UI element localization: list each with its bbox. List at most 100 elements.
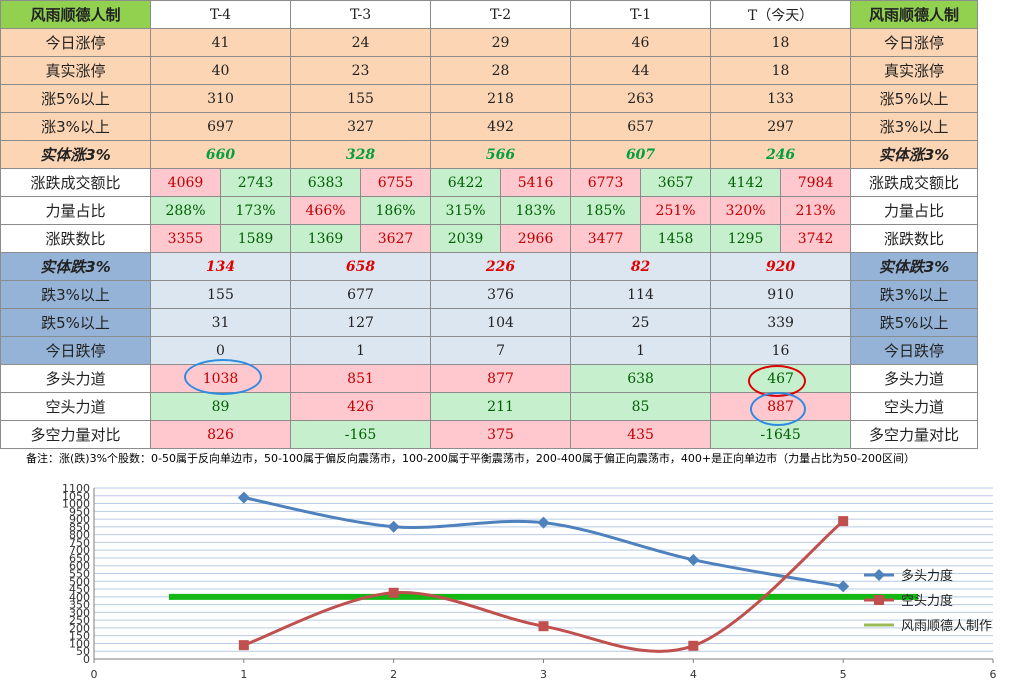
- column-header: T-4: [149, 0, 292, 29]
- table-cell: 851: [290, 364, 432, 393]
- table-cell: 24: [290, 28, 432, 57]
- row-label: 涨跌成交额比: [0, 168, 151, 197]
- table-cell: 6773: [570, 168, 642, 197]
- table-cell: 2966: [500, 224, 572, 253]
- table-cell: 826: [149, 420, 292, 449]
- table-cell: 1: [570, 336, 712, 365]
- y-tick-label: 550: [69, 568, 90, 581]
- x-tick-label: 2: [390, 668, 397, 681]
- series-line-bear: [243, 519, 845, 653]
- x-tick-label: 6: [990, 668, 997, 681]
- x-tick-label: 3: [540, 668, 547, 681]
- table-cell: 85: [570, 392, 712, 421]
- table-cell: 660: [149, 140, 292, 169]
- row-label-right: 跌3%以上: [850, 280, 979, 309]
- table-cell: 82: [570, 252, 712, 281]
- table-cell: 3355: [150, 224, 221, 253]
- y-tick-label: 650: [69, 552, 90, 565]
- table-cell: 173%: [219, 196, 292, 225]
- table-cell: 6422: [430, 168, 502, 197]
- table-cell: 320%: [710, 196, 782, 225]
- y-tick-label: 1000: [62, 498, 90, 511]
- y-tick-label: 500: [69, 575, 90, 588]
- table-cell: 6755: [360, 168, 432, 197]
- table-row: 多空力量对比 826 -165 375 435 -1645 多空力量对比: [0, 420, 979, 449]
- table-cell: 133: [710, 84, 852, 113]
- y-tick-label: 850: [69, 521, 90, 534]
- table-cell: 3657: [640, 168, 712, 197]
- row-label: 跌5%以上: [0, 308, 151, 337]
- row-label: 涨跌数比: [0, 224, 151, 253]
- table-row: 实体跌3% 134 658 226 82 920 实体跌3%: [0, 252, 979, 281]
- legend-label: 风雨顺德人制作: [901, 619, 992, 634]
- table-cell: 40: [149, 56, 292, 85]
- table-row: 涨5%以上 310 155 218 263 133 涨5%以上: [0, 84, 979, 113]
- legend-marker: [873, 569, 885, 581]
- row-label-right: 真实涨停: [850, 56, 979, 85]
- table-cell: 1038: [149, 364, 292, 393]
- y-tick-label: 800: [69, 529, 90, 542]
- table-cell: 46: [570, 28, 712, 57]
- header-corner-cell: 风雨顺德人制: [0, 0, 151, 29]
- table-cell: 327: [290, 112, 432, 141]
- table-cell: 658: [290, 252, 432, 281]
- table-cell: 89: [149, 392, 292, 421]
- x-tick-label: 1: [240, 668, 247, 681]
- table-row: 实体涨3% 660 328 566 607 246 实体涨3%: [0, 140, 979, 169]
- y-tick-label: 300: [69, 606, 90, 619]
- row-label-right: 今日涨停: [850, 28, 979, 57]
- row-label: 实体跌3%: [0, 252, 151, 281]
- table-cell: 426: [290, 392, 432, 421]
- y-tick-label: 350: [69, 599, 90, 612]
- table-cell: 5416: [500, 168, 572, 197]
- legend-marker: [874, 595, 884, 605]
- table-cell: 218: [430, 84, 572, 113]
- row-label-right: 涨5%以上: [850, 84, 979, 113]
- table-cell: 16: [710, 336, 852, 365]
- market-strength-table: 风雨顺德人制 T-4 T-3 T-2 T-1 T（今天） 风雨顺德人制 今日涨停 41 24 29 4…: [0, 0, 979, 449]
- legend-label: 空头力度: [901, 593, 953, 609]
- table-cell: 25: [570, 308, 712, 337]
- table-cell: 213%: [780, 196, 852, 225]
- table-cell: 18: [710, 28, 852, 57]
- column-header: T-1: [570, 0, 712, 29]
- row-label-right: 实体涨3%: [850, 140, 979, 169]
- table-cell: -1645: [710, 420, 852, 449]
- table-cell: 466%: [290, 196, 362, 225]
- table-cell: 4142: [710, 168, 782, 197]
- table-cell: 310: [149, 84, 292, 113]
- row-label: 涨3%以上: [0, 112, 151, 141]
- column-header: T-3: [290, 0, 432, 29]
- table-cell: 0: [149, 336, 292, 365]
- y-tick-label: 950: [69, 505, 90, 518]
- table-row: 今日跌停 0 1 7 1 16 今日跌停: [0, 336, 979, 365]
- table-cell: 607: [570, 140, 712, 169]
- table-cell: 3477: [570, 224, 642, 253]
- table-cell: 566: [430, 140, 572, 169]
- table-cell: 18: [710, 56, 852, 85]
- table-cell: 1: [290, 336, 432, 365]
- table-row: 涨跌数比 3355 1589 1369 3627 2039 2966 3477 1458 1295…: [0, 224, 979, 253]
- table-cell: 246: [710, 140, 852, 169]
- table-cell: 1295: [710, 224, 782, 253]
- column-header: T（今天）: [710, 0, 852, 29]
- y-tick-label: 750: [69, 536, 90, 549]
- row-label-right: 今日跌停: [850, 336, 979, 365]
- y-tick-label: 900: [69, 513, 90, 526]
- table-cell: 1589: [219, 224, 292, 253]
- table-cell: 1458: [640, 224, 712, 253]
- data-point-bear: [838, 516, 849, 527]
- table-cell: 339: [710, 308, 852, 337]
- table-cell: 29: [430, 28, 572, 57]
- data-point-bull: [687, 553, 700, 566]
- table-cell: 186%: [360, 196, 432, 225]
- table-cell: 375: [430, 420, 572, 449]
- table-cell: 251%: [640, 196, 712, 225]
- row-label: 涨5%以上: [0, 84, 151, 113]
- row-label: 跌3%以上: [0, 280, 151, 309]
- table-cell: 211: [430, 392, 572, 421]
- table-row: 跌3%以上 155 677 376 114 910 跌3%以上: [0, 280, 979, 309]
- row-label-right: 跌5%以上: [850, 308, 979, 337]
- header-row: 风雨顺德人制 T-4 T-3 T-2 T-1 T（今天） 风雨顺德人制: [0, 0, 979, 29]
- data-point-bear: [538, 621, 549, 632]
